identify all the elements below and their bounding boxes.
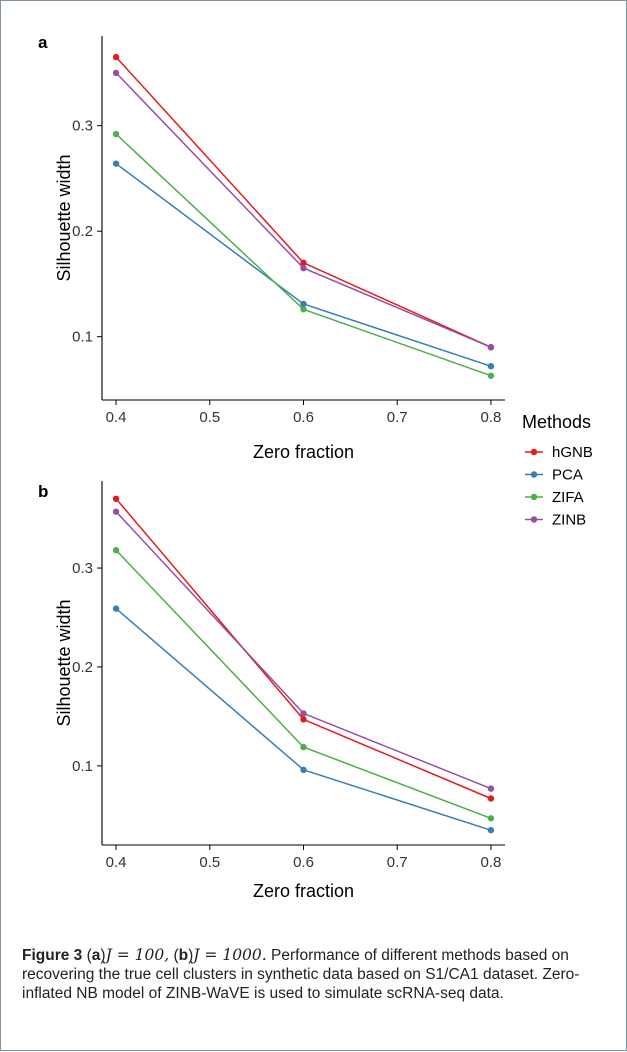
data-point-zifa-a (112, 130, 120, 138)
y-tick-label-b: 0.2 (72, 659, 93, 676)
legend-label-zinb: ZINB (552, 512, 586, 529)
frame-top-border (0, 0, 627, 1)
legend-marker-zifa (530, 493, 538, 501)
data-point-pca-b (487, 826, 495, 834)
data-point-zifa-b (487, 815, 495, 822)
figure-svg: a 0.4 0.5 0.6 0.7 0.8 0.1 0.2 0.3 Zero fraction Si… (38, 33, 593, 901)
panel-label-a: a (38, 33, 48, 52)
data-point-pca-a (112, 160, 120, 167)
series-line-zifa-b (115, 549, 492, 820)
data-point-zinb-b (487, 785, 495, 792)
x-tick-label-a: 0.7 (387, 409, 408, 426)
data-point-hgnb-b (487, 795, 495, 802)
data-point-pca-a (487, 363, 495, 370)
data-point-zifa-a (300, 306, 307, 313)
x-tick-label-b: 0.6 (293, 854, 314, 871)
legend-marker-pca (530, 471, 538, 478)
x-tick-label-b: 0.8 (481, 854, 502, 871)
data-point-zifa-b (300, 743, 307, 751)
series-line-hgnb-b (115, 498, 492, 800)
y-axis-title-a: Silhouette width (54, 154, 74, 281)
x-axis-title-b: Zero fraction (253, 881, 354, 901)
caption-part-b: (b)J = 1000. (173, 946, 267, 964)
caption-part-a: (a)J = 100, (86, 946, 170, 964)
x-tick-label-b: 0.7 (387, 854, 408, 871)
series-line-zifa-a (115, 133, 492, 377)
x-tick-label-a: 0.6 (293, 409, 314, 426)
x-tick-label-a: 0.8 (481, 409, 502, 426)
frame-bottom-border (0, 1050, 627, 1051)
data-point-zinb-b (300, 710, 307, 717)
legend-label-hgnb: hGNB (552, 444, 593, 461)
data-point-zifa-a (487, 372, 495, 379)
panel-label-b: b (38, 482, 48, 501)
y-tick-label-b: 0.1 (72, 758, 93, 775)
data-point-zinb-b (112, 508, 120, 515)
y-tick-label-a: 0.1 (72, 329, 93, 346)
y-tick-label-a: 0.2 (72, 223, 93, 240)
y-tick-label-a: 0.3 (72, 118, 93, 135)
caption-figure-label: Figure 3 (22, 947, 83, 964)
legend-title: Methods (522, 412, 591, 432)
data-point-hgnb-a (300, 259, 307, 267)
x-tick-label-b: 0.4 (106, 854, 127, 871)
legend-marker-hgnb (530, 448, 538, 456)
data-point-zinb-a (112, 69, 120, 77)
data-point-pca-b (300, 766, 307, 774)
data-point-zifa-b (112, 547, 120, 554)
data-point-hgnb-b (112, 495, 120, 503)
x-axis-title-a: Zero fraction (253, 442, 354, 462)
y-axis-title-b: Silhouette width (54, 599, 74, 726)
data-point-hgnb-a (112, 53, 120, 61)
x-tick-label-a: 0.5 (199, 409, 220, 426)
legend-marker-zinb (530, 516, 538, 523)
y-tick-label-b: 0.3 (72, 560, 93, 577)
data-point-pca-a (300, 300, 307, 308)
figure-caption: Figure 3 (a)J = 100, (b)J = 1000. Perfor… (22, 946, 612, 1003)
x-tick-label-a: 0.4 (106, 409, 127, 426)
x-tick-label-b: 0.5 (199, 854, 220, 871)
legend-label-pca: PCA (552, 467, 583, 484)
caption-text: Performance of different methods based o… (22, 947, 580, 1002)
legend-label-zifa: ZIFA (552, 489, 584, 506)
data-point-hgnb-b (300, 716, 307, 723)
data-point-pca-b (112, 605, 120, 612)
data-point-zinb-a (487, 344, 495, 351)
data-point-zinb-a (300, 264, 307, 272)
